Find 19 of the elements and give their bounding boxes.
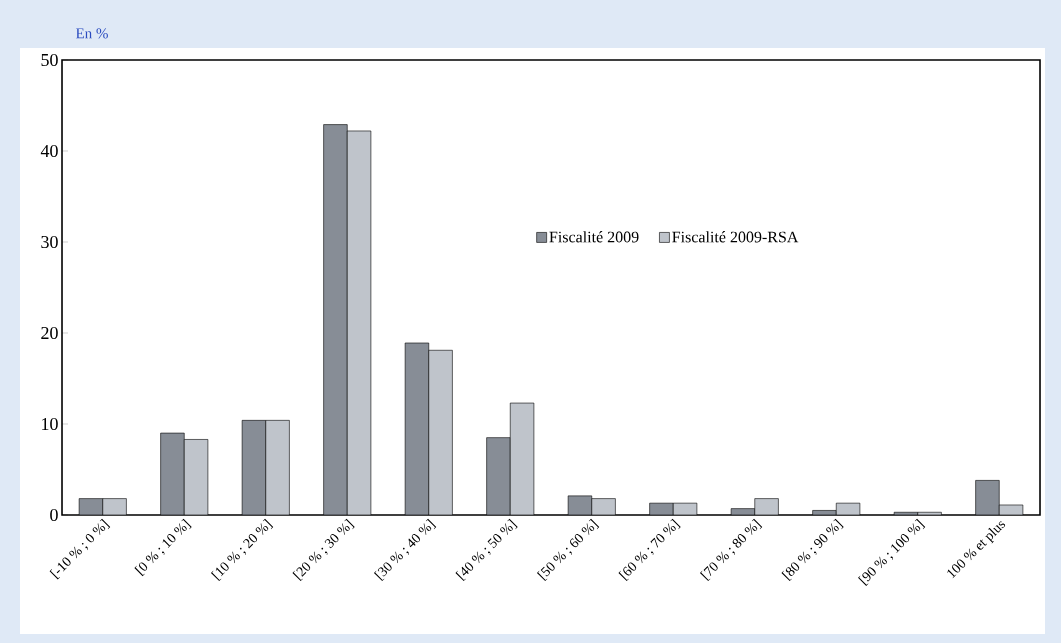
y-axis-title: En %: [75, 28, 108, 39]
x-tick-label: [10 % ; 20 %]: [210, 518, 274, 582]
y-tick-label: 50: [41, 53, 58, 67]
legend-label: Fiscalité 2009-RSA: [672, 231, 799, 243]
x-tick-label: [60 % ; 70 %]: [618, 518, 681, 582]
y-tick-label: 20: [41, 326, 58, 340]
x-tick-label: [40 % ; 50 %]: [455, 518, 518, 582]
y-tick-label: 40: [40, 144, 58, 158]
x-tick-label: [70 % ; 80 %]: [699, 518, 763, 582]
x-tick-label: [30 % ; 40 %]: [373, 518, 437, 582]
x-tick-label: [0 % ; 10 %]: [134, 518, 192, 577]
y-tick-label: 10: [42, 417, 58, 431]
y-tick-label: 30: [41, 235, 58, 249]
x-tick-label: [80 % ; 90 %]: [781, 518, 844, 582]
x-tick-label: [20 % ; 30 %]: [292, 518, 355, 582]
x-tick-label: [90 % ; 100 %]: [858, 518, 926, 587]
legend-label: Fiscalité 2009: [549, 231, 639, 243]
x-tick-label: [50 % ; 60 %]: [536, 518, 600, 582]
y-tick-label: 0: [50, 508, 58, 522]
